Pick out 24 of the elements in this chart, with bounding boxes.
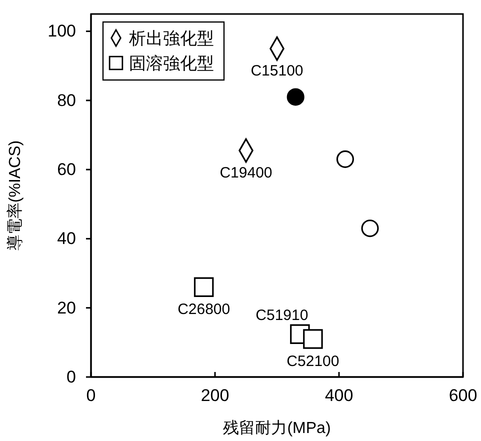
- point: [194, 277, 214, 297]
- y-axis-title: 導電率(%IACS): [6, 140, 24, 251]
- y-tick-label: 20: [57, 298, 76, 318]
- y-tick-label: 0: [66, 367, 76, 386]
- annotation: C15100: [250, 62, 304, 80]
- point: [303, 329, 323, 349]
- x-axis-title: 残留耐力(MPa): [223, 419, 331, 437]
- y-tick-label: 80: [57, 90, 76, 110]
- x-tick-label: 200: [200, 386, 230, 406]
- x-tick-label: 400: [324, 386, 354, 406]
- legend-label: 固溶強化型: [129, 54, 214, 73]
- annotation: C51910: [256, 307, 308, 324]
- point: [361, 220, 379, 238]
- annotation: C19400: [220, 164, 272, 182]
- x-tick-label: 0: [86, 386, 96, 406]
- point: [286, 88, 304, 106]
- y-tick-label: 100: [48, 22, 76, 41]
- y-tick-label: 60: [57, 160, 76, 180]
- y-tick-label: 40: [57, 229, 76, 248]
- annotation: C52100: [286, 352, 340, 370]
- annotation: C26800: [178, 301, 230, 318]
- x-tick-label: 600: [448, 386, 478, 406]
- legend-label: 析出強化型: [128, 29, 214, 48]
- point: [336, 150, 354, 168]
